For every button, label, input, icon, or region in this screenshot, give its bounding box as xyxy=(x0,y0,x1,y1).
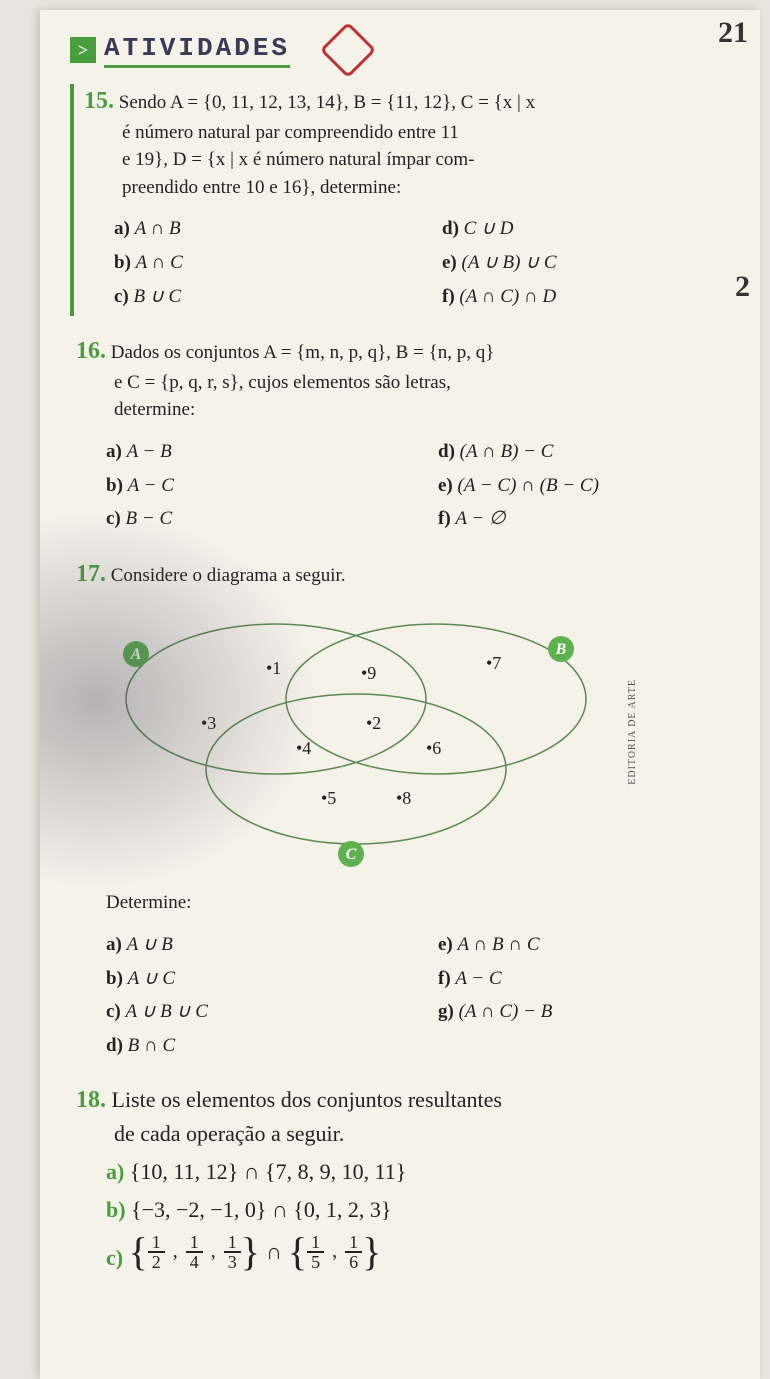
question-16: 16. Dados os conjuntos A = {m, n, p, q},… xyxy=(70,334,730,539)
svg-text:•8: •8 xyxy=(396,788,411,808)
q16-line3: determine: xyxy=(114,396,195,424)
q15-line3: e 19}, D = {x | x é número natural ímpar… xyxy=(122,146,475,174)
q16-number: 16. xyxy=(76,338,106,364)
venn-svg: A B C •1 •9 •7 •3 •2 •4 •6 •5 •8 xyxy=(106,599,606,879)
q16-options: a) A − B b) A − C c) B − C d) (A ∩ B) − … xyxy=(106,432,730,539)
svg-text:C: C xyxy=(346,846,357,863)
page-number-top: 21 xyxy=(718,16,748,50)
q15-line4: preendido entre 10 e 16}, determine: xyxy=(122,174,401,202)
fraction-expression: {12,14,13}∩{15,16} xyxy=(129,1232,382,1272)
textbook-page: 21 2 > ATIVIDADES 15. Sendo A = {0, 11, … xyxy=(40,10,760,1379)
svg-text:•2: •2 xyxy=(366,713,381,733)
svg-text:•3: •3 xyxy=(201,713,216,733)
q17-number: 17. xyxy=(76,561,106,587)
q15-line1: Sendo A = {0, 11, 12, 13, 14}, B = {11, … xyxy=(119,92,535,113)
page-number-side: 2 xyxy=(735,270,750,304)
section-header: > ATIVIDADES xyxy=(70,30,730,70)
svg-text:•5: •5 xyxy=(321,788,336,808)
question-18: 18. Liste os elementos dos conjuntos res… xyxy=(70,1083,730,1273)
svg-text:•7: •7 xyxy=(486,653,501,673)
svg-text:•9: •9 xyxy=(361,663,376,683)
q18-number: 18. xyxy=(76,1087,106,1113)
venn-diagram: ABC•1•9•7•3•2•4•6•5•8 EDITORIA DE ARTE xyxy=(106,599,606,879)
svg-text:•1: •1 xyxy=(266,658,281,678)
badge-icon xyxy=(320,22,377,79)
q18-line1: Liste os elementos dos conjuntos resulta… xyxy=(112,1087,502,1112)
svg-text:•6: •6 xyxy=(426,738,441,758)
svg-text:A: A xyxy=(130,646,142,663)
q15-options: a) A ∩ B b) A ∩ C c) B ∪ C d) C ∪ D e) (… xyxy=(114,209,730,316)
q16-line1: Dados os conjuntos A = {m, n, p, q}, B =… xyxy=(111,342,495,363)
q16-line2: e C = {p, q, r, s}, cujos elementos são … xyxy=(114,369,451,397)
q17-text: Considere o diagrama a seguir. xyxy=(111,565,346,586)
q17-determine: Determine: xyxy=(106,889,730,917)
section-title: ATIVIDADES xyxy=(104,33,290,68)
svg-text:B: B xyxy=(555,641,567,658)
q17-options: a) A ∪ B b) A ∪ C c) A ∪ B ∪ C d) B ∩ C … xyxy=(106,925,730,1065)
question-15: 15. Sendo A = {0, 11, 12, 13, 14}, B = {… xyxy=(70,84,730,316)
q18-line2: de cada operação a seguir. xyxy=(114,1118,344,1150)
svg-text:•4: •4 xyxy=(296,738,311,758)
chevron-icon: > xyxy=(70,37,96,63)
q15-line2: é número natural par compreendido entre … xyxy=(122,119,459,147)
q18-item-c: c) {12,14,13}∩{15,16} xyxy=(106,1232,730,1274)
image-credit: EDITORIA DE ARTE xyxy=(626,679,641,785)
question-17: 17. Considere o diagrama a seguir. A B C •1… xyxy=(70,557,730,1066)
q15-number: 15. xyxy=(84,88,114,114)
